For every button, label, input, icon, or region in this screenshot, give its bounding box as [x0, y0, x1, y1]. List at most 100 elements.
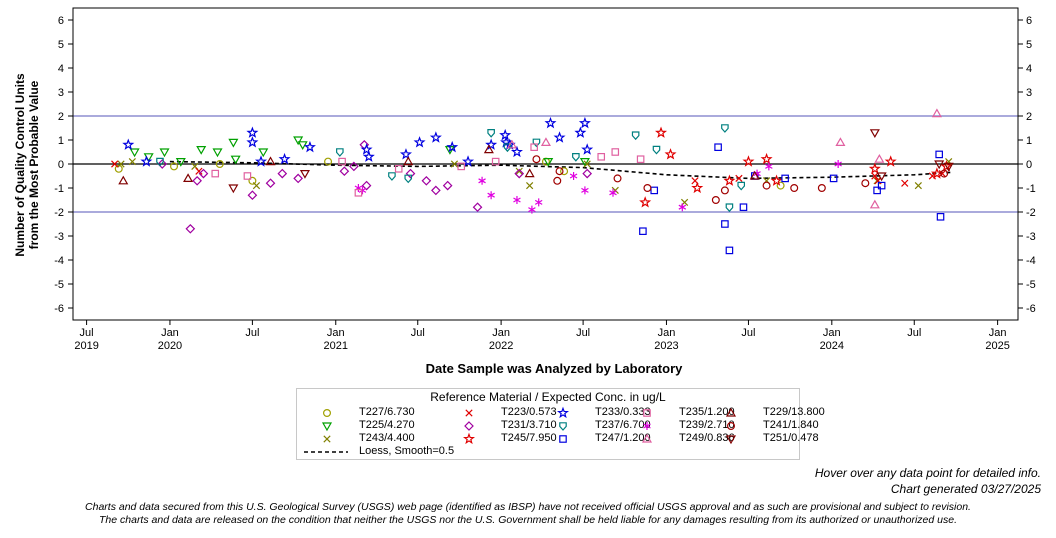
y-tick-label-left: -2: [54, 207, 64, 219]
data-point: [336, 148, 344, 157]
y-tick-label-left: 2: [58, 111, 64, 123]
data-point: [293, 173, 303, 184]
data-point: [737, 181, 746, 191]
data-point: [934, 160, 945, 170]
y-tick-label-left: 0: [58, 159, 64, 171]
data-point: [421, 175, 432, 186]
data-point: [869, 199, 880, 209]
data-point: [829, 174, 838, 183]
data-point: [770, 174, 783, 186]
data-point: [760, 152, 773, 165]
y-tick-label-right: 4: [1026, 63, 1032, 75]
data-point: [446, 140, 459, 153]
data-point: [157, 159, 168, 169]
legend-label: Loess, Smooth=0.5: [359, 445, 455, 457]
data-point: [725, 246, 734, 255]
data-point: [183, 173, 194, 182]
data-point: [159, 148, 170, 158]
data-point: [111, 160, 119, 168]
data-point: [247, 190, 258, 201]
data-point: [940, 160, 953, 172]
data-point: [515, 167, 523, 175]
data-point: [749, 170, 760, 180]
data-point: [362, 150, 375, 162]
legend-label: T247/1.200: [595, 432, 651, 444]
data-point: [931, 108, 942, 118]
data-point: [714, 143, 722, 151]
data-point: [532, 155, 541, 164]
data-point: [349, 161, 359, 172]
data-point: [526, 181, 534, 190]
data-point: [835, 137, 846, 146]
data-point: [230, 155, 241, 165]
data-point: [442, 180, 453, 191]
data-point: [278, 152, 291, 165]
legend-label: T237/6.700: [595, 419, 651, 431]
data-point: [457, 162, 466, 171]
y-tick-label-right: 1: [1026, 135, 1032, 147]
data-point: [691, 181, 704, 194]
data-point: [532, 138, 541, 148]
x-tick-label-month: Jul: [245, 327, 259, 339]
generated-date: Chart generated 03/27/2025: [890, 482, 1041, 496]
data-point: [122, 138, 135, 150]
y-tick-label-left: -4: [54, 255, 64, 267]
data-point: [721, 124, 729, 133]
data-point: [185, 223, 196, 234]
x-tick-label-month: Jan: [161, 327, 179, 339]
data-point: [742, 155, 755, 167]
data-point: [170, 162, 179, 171]
y-tick-label-left: 6: [58, 15, 64, 27]
data-point: [935, 150, 943, 159]
data-point: [936, 213, 945, 221]
y-tick-label-left: -3: [54, 231, 64, 243]
legend-marker-shape: [465, 409, 473, 417]
y-tick-label-left: 3: [58, 87, 64, 99]
data-point: [723, 174, 736, 186]
data-point: [246, 126, 259, 138]
legend-label: T251/0.478: [763, 432, 819, 444]
legend-marker: [322, 408, 332, 418]
legend-label: T229/13.800: [763, 406, 825, 418]
data-point: [877, 181, 886, 190]
data-point: [655, 126, 668, 138]
hover-note: Hover over any data point for detailed i…: [814, 466, 1041, 480]
data-point: [582, 168, 593, 179]
data-point: [874, 153, 885, 163]
legend-marker: [465, 409, 473, 417]
data-point: [195, 167, 203, 175]
data-point: [405, 168, 416, 179]
y-axis-label-line2: from the Most Probable Value: [27, 80, 41, 249]
data-point: [360, 143, 373, 155]
data-point: [444, 146, 455, 155]
legend-marker-shape: [322, 408, 332, 418]
disclaimer-line-2: The charts and data are released on the …: [99, 514, 957, 526]
data-point: [404, 174, 413, 184]
legend-title: Reference Material / Expected Conc. in u…: [430, 390, 666, 404]
x-tick-label-month: Jul: [741, 327, 755, 339]
legend-label: T223/0.573: [501, 406, 557, 418]
data-point: [579, 158, 590, 167]
data-point: [871, 172, 879, 180]
data-point: [228, 138, 239, 148]
y-tick-label-right: -3: [1026, 231, 1036, 243]
data-point: [861, 179, 870, 188]
data-point: [128, 157, 136, 166]
x-tick-label-year: 2023: [654, 340, 678, 352]
data-point: [884, 155, 897, 167]
data-point: [212, 148, 223, 158]
data-point: [429, 131, 442, 143]
data-point: [192, 175, 202, 186]
data-point: [530, 143, 538, 151]
data-point: [394, 165, 403, 173]
y-tick-label-right: 6: [1026, 15, 1032, 27]
data-point: [359, 139, 370, 150]
legend-marker-shape: [321, 422, 333, 432]
data-point: [211, 169, 220, 178]
data-point: [265, 156, 276, 166]
data-point: [324, 157, 333, 166]
data-point: [114, 164, 123, 173]
legend-marker: [559, 422, 567, 431]
x-tick-label-year: 2021: [324, 340, 348, 352]
disclaimer-line-1: Charts and data secured from this U.S. G…: [85, 501, 971, 513]
